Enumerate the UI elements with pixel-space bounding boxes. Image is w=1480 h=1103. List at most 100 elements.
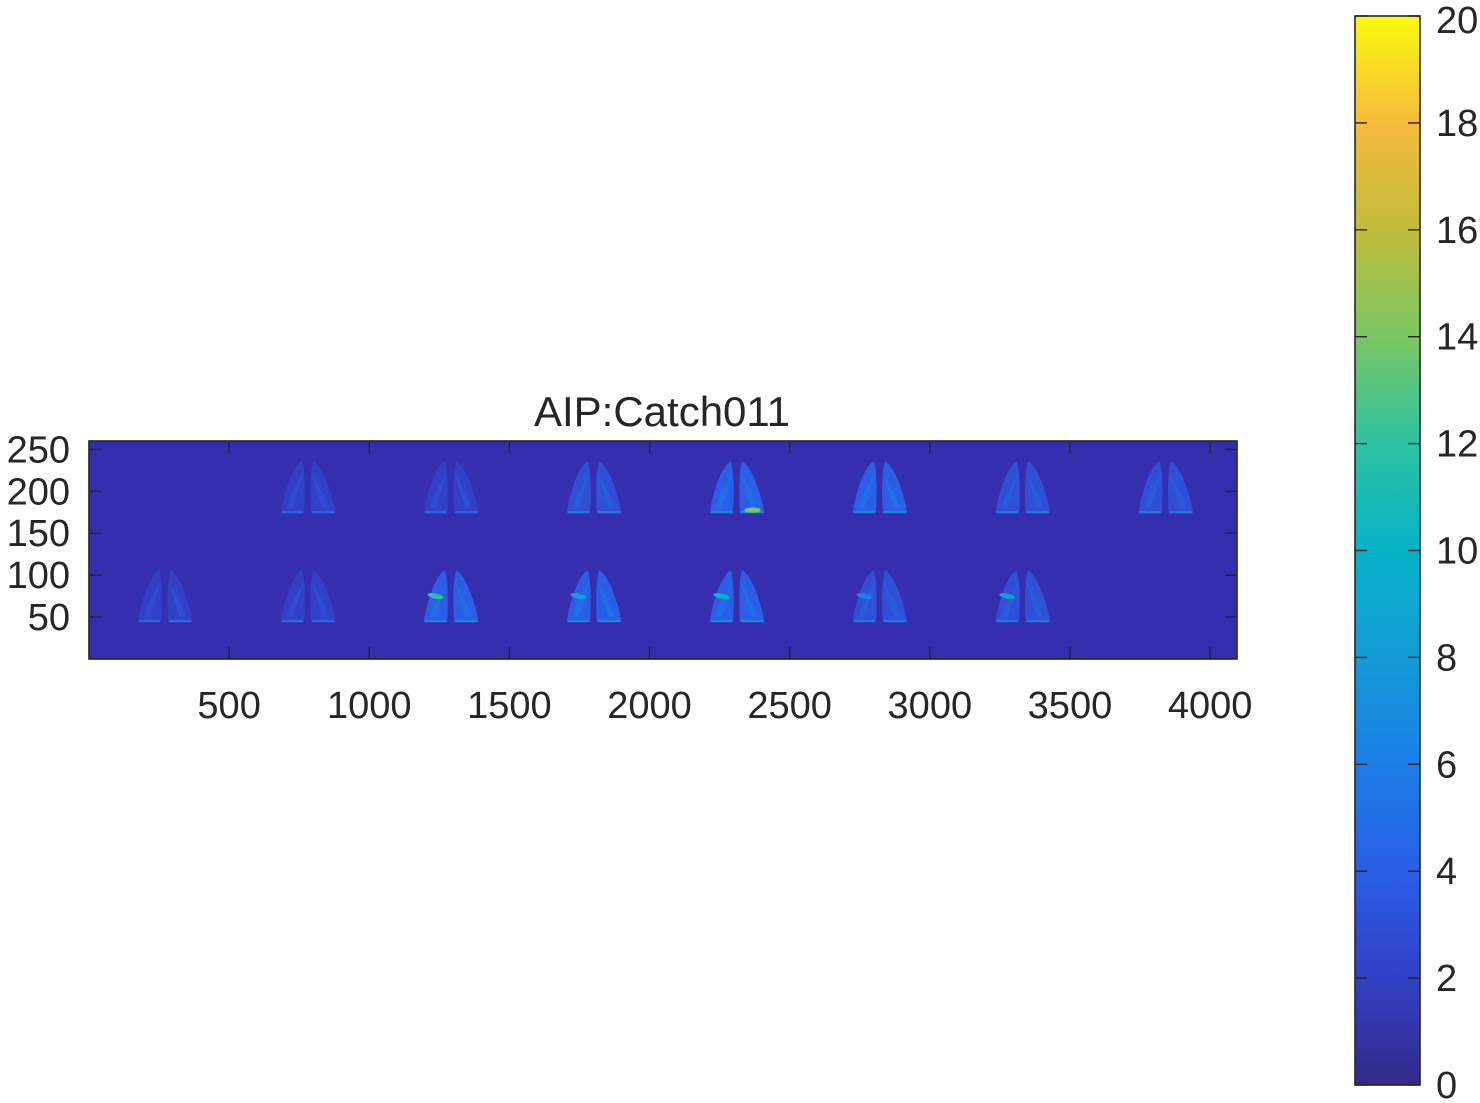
vessel-stroke	[320, 489, 327, 509]
vessel-stroke	[433, 588, 444, 618]
right-lung-lobe	[882, 570, 908, 623]
vessel-stroke	[574, 489, 581, 509]
vessel-stroke	[460, 593, 469, 618]
vessel-stroke	[431, 598, 438, 618]
vessel-stroke	[609, 494, 614, 509]
vessel-stroke	[861, 484, 870, 509]
vessel-stroke	[1175, 484, 1184, 509]
x-tick-label: 1000	[327, 685, 412, 727]
left-lung-lobe	[995, 461, 1020, 514]
right-lung-lobe	[739, 570, 765, 623]
vessel-stroke	[315, 588, 325, 618]
hotspot	[713, 593, 730, 600]
vessel-stroke	[1038, 603, 1043, 618]
right-lung-lobe	[739, 461, 765, 514]
vessel-stroke	[1003, 598, 1010, 618]
x-tick-label: 2000	[607, 685, 692, 727]
vessel-stroke	[169, 583, 181, 618]
vessel-stroke	[290, 588, 301, 618]
vessel-stroke	[1148, 479, 1158, 509]
vessel-stroke	[149, 583, 161, 618]
vessel-stroke	[287, 494, 292, 509]
vessel-stroke	[609, 603, 614, 618]
vessel-stroke	[860, 489, 867, 509]
vessel-stroke	[312, 583, 324, 618]
vessel-stroke	[600, 588, 611, 618]
y-tick-label: 50	[28, 597, 70, 639]
vessel-stroke	[457, 588, 468, 618]
vessel-stroke	[746, 484, 755, 509]
y-tick-label: 200	[7, 471, 70, 513]
vessel-stroke	[1005, 588, 1015, 618]
left-lung-lobe	[280, 461, 305, 514]
vessel-stroke	[290, 479, 301, 509]
vessel-stroke	[862, 588, 872, 618]
vessel-stroke	[431, 489, 438, 509]
vessel-stroke	[432, 484, 441, 509]
vessel-stroke	[1004, 484, 1013, 509]
right-lung-lobe	[882, 461, 908, 514]
vessel-stroke	[576, 479, 587, 509]
vessel-stroke	[862, 479, 872, 509]
vessel-stroke	[1147, 484, 1156, 509]
left-lung-lobe	[280, 570, 305, 623]
vessel-stroke	[1169, 474, 1181, 509]
vessel-stroke	[719, 588, 729, 618]
vessel-stroke	[146, 593, 155, 618]
heatmap-tile	[709, 570, 765, 623]
x-tick-label: 2500	[747, 685, 832, 727]
vessel-stroke	[1035, 598, 1042, 618]
vessel-stroke	[317, 593, 326, 618]
right-lung-lobe	[310, 461, 336, 514]
chart-title: AIP:Catch011	[534, 388, 790, 435]
vessel-stroke	[1026, 474, 1038, 509]
vessel-stroke	[1002, 494, 1007, 509]
right-lung-lobe	[596, 461, 622, 514]
vessel-stroke	[863, 583, 875, 618]
x-tick-label: 4000	[1168, 685, 1253, 727]
vessel-stroke	[575, 484, 584, 509]
hotspot	[570, 593, 587, 600]
plot-frame	[88, 440, 1238, 660]
heatmap-tile	[280, 570, 336, 623]
vessel-stroke	[1006, 583, 1018, 618]
vessel-stroke	[289, 593, 298, 618]
vessel-stroke	[455, 583, 467, 618]
vessel-stroke	[859, 494, 864, 509]
vessel-stroke	[1035, 489, 1042, 509]
vessel-stroke	[1026, 583, 1038, 618]
vessel-stroke	[573, 603, 578, 618]
right-lung-lobe	[1025, 461, 1051, 514]
heatmap-tiles	[138, 461, 1194, 623]
right-lung-lobe	[167, 570, 193, 623]
vessel-stroke	[144, 603, 149, 618]
vessel-stroke	[174, 593, 183, 618]
x-tick-label: 500	[197, 685, 260, 727]
x-tick-label: 3500	[1028, 685, 1113, 727]
vessel-stroke	[457, 479, 468, 509]
right-lung-lobe	[596, 570, 622, 623]
vessel-stroke	[886, 479, 897, 509]
vessel-stroke	[320, 598, 327, 618]
vessel-stroke	[606, 489, 613, 509]
colorbar-tick-label: 2	[1436, 958, 1457, 1000]
vessel-stroke	[455, 474, 467, 509]
vessel-stroke	[720, 474, 732, 509]
vessel-stroke	[145, 598, 152, 618]
vessel-stroke	[288, 598, 295, 618]
colorbar-ticks: 0 2 4 6 8 10 12 14 16 18 20	[1355, 0, 1478, 1103]
hotspot	[744, 507, 761, 513]
colorbar-tick-label: 6	[1436, 744, 1457, 786]
vessel-stroke	[1032, 484, 1041, 509]
vessel-stroke	[172, 588, 182, 618]
vessel-stroke	[717, 598, 724, 618]
right-lung-lobe	[1025, 570, 1051, 623]
vessel-stroke	[1029, 479, 1039, 509]
vessel-stroke	[463, 489, 470, 509]
heatmap-tile	[566, 461, 622, 514]
y-tick-label: 150	[7, 513, 70, 555]
heatmap-tile	[995, 570, 1051, 623]
vessel-stroke	[859, 603, 864, 618]
right-lung-lobe	[1167, 461, 1194, 514]
